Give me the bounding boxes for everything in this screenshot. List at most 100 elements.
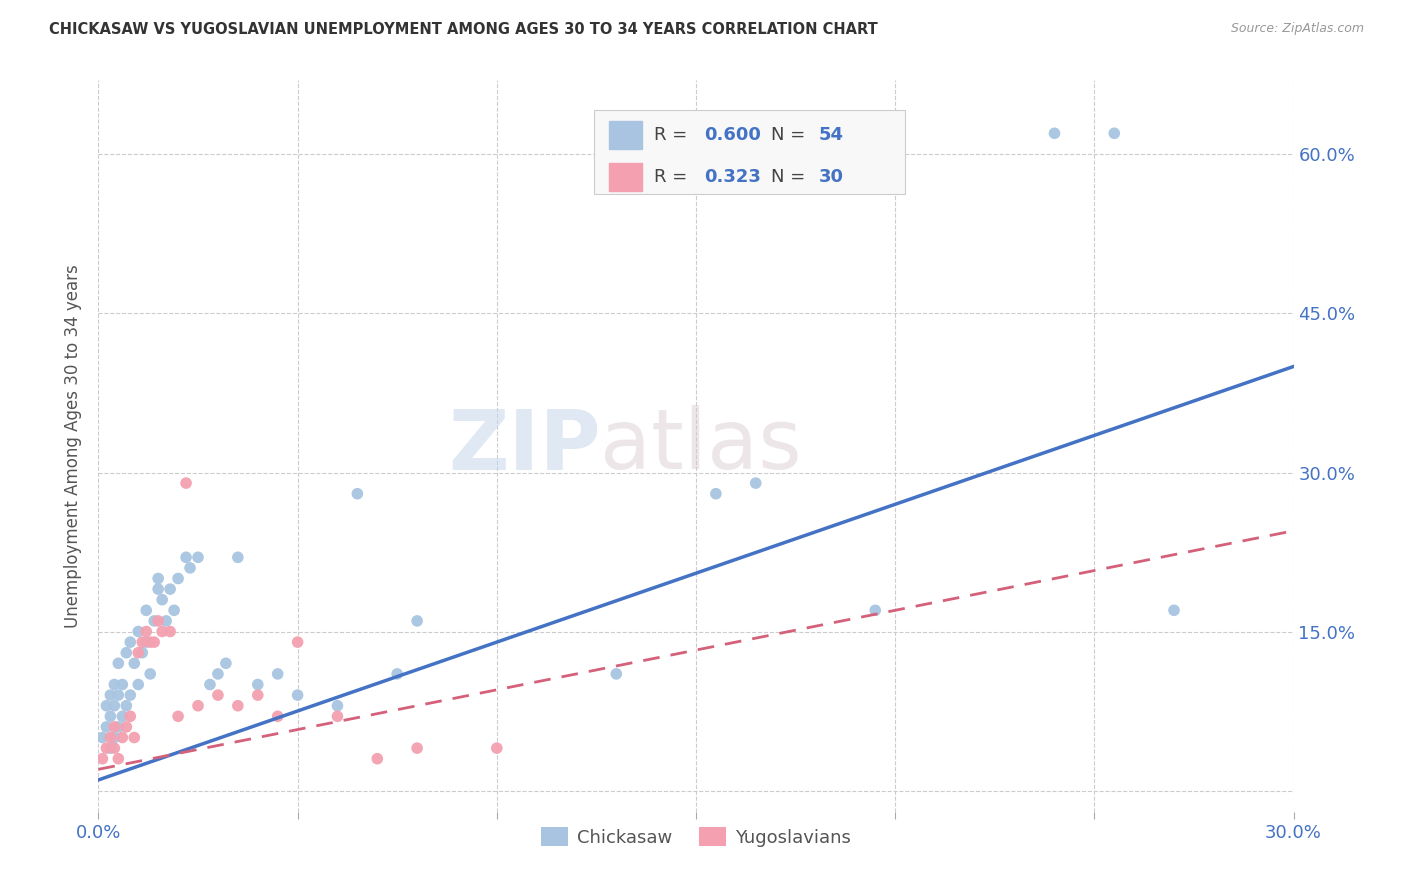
Text: 30: 30	[820, 168, 844, 186]
Point	[103, 677, 125, 691]
Point	[96, 720, 118, 734]
Point	[107, 657, 129, 671]
Point	[605, 667, 627, 681]
Text: Source: ZipAtlas.com: Source: ZipAtlas.com	[1230, 22, 1364, 36]
Point	[139, 667, 162, 681]
Point	[187, 698, 209, 713]
Text: N =: N =	[772, 126, 811, 144]
Point	[1043, 126, 1066, 140]
Point	[406, 741, 429, 756]
Point	[865, 603, 887, 617]
Point	[143, 614, 166, 628]
Point	[246, 677, 269, 691]
Point	[226, 698, 249, 713]
Point	[107, 688, 129, 702]
Text: 54: 54	[820, 126, 844, 144]
Point	[120, 635, 142, 649]
Point	[267, 709, 290, 723]
Point	[179, 561, 201, 575]
Point	[139, 635, 162, 649]
Legend: Chickasaw, Yugoslavians: Chickasaw, Yugoslavians	[533, 820, 859, 854]
Bar	[609, 163, 643, 191]
Point	[107, 752, 129, 766]
Text: atlas: atlas	[600, 406, 801, 486]
Point	[96, 741, 118, 756]
Text: CHICKASAW VS YUGOSLAVIAN UNEMPLOYMENT AMONG AGES 30 TO 34 YEARS CORRELATION CHAR: CHICKASAW VS YUGOSLAVIAN UNEMPLOYMENT AM…	[49, 22, 877, 37]
Point	[98, 731, 122, 745]
Bar	[609, 121, 643, 149]
Y-axis label: Unemployment Among Ages 30 to 34 years: Unemployment Among Ages 30 to 34 years	[65, 264, 83, 628]
Point	[96, 698, 118, 713]
Text: ZIP: ZIP	[449, 406, 600, 486]
Point	[131, 646, 153, 660]
Point	[267, 667, 290, 681]
Point	[704, 486, 727, 500]
Point	[111, 731, 134, 745]
Point	[287, 688, 309, 702]
Point	[163, 603, 186, 617]
Point	[148, 582, 170, 596]
Point	[115, 698, 138, 713]
Text: R =: R =	[654, 126, 693, 144]
Point	[246, 688, 269, 702]
Point	[745, 476, 768, 491]
Point	[91, 731, 114, 745]
Point	[111, 677, 134, 691]
Text: R =: R =	[654, 168, 693, 186]
Point	[127, 677, 149, 691]
Point	[135, 624, 157, 639]
Point	[91, 752, 114, 766]
Point	[198, 677, 221, 691]
Point	[155, 614, 177, 628]
Point	[103, 698, 125, 713]
Point	[148, 572, 170, 586]
Text: N =: N =	[772, 168, 811, 186]
Point	[485, 741, 508, 756]
Point	[187, 550, 209, 565]
Point	[226, 550, 249, 565]
Point	[167, 572, 190, 586]
Text: 0.323: 0.323	[704, 168, 761, 186]
Point	[159, 624, 181, 639]
Text: 0.600: 0.600	[704, 126, 761, 144]
Point	[115, 720, 138, 734]
Point	[326, 698, 349, 713]
Point	[103, 741, 125, 756]
Point	[346, 486, 368, 500]
Point	[127, 624, 149, 639]
Point	[143, 635, 166, 649]
Point	[366, 752, 388, 766]
Point	[174, 550, 197, 565]
Point	[174, 476, 197, 491]
Point	[124, 657, 146, 671]
Point	[287, 635, 309, 649]
Point	[1104, 126, 1126, 140]
Point	[120, 709, 142, 723]
Point	[406, 614, 429, 628]
Point	[148, 614, 170, 628]
Point	[150, 624, 173, 639]
FancyBboxPatch shape	[595, 110, 905, 194]
Point	[326, 709, 349, 723]
Point	[135, 603, 157, 617]
Point	[124, 731, 146, 745]
Point	[385, 667, 409, 681]
Point	[120, 688, 142, 702]
Point	[103, 731, 125, 745]
Point	[207, 688, 229, 702]
Point	[98, 688, 122, 702]
Point	[159, 582, 181, 596]
Point	[150, 592, 173, 607]
Point	[135, 635, 157, 649]
Point	[131, 635, 153, 649]
Point	[98, 709, 122, 723]
Point	[103, 720, 125, 734]
Point	[215, 657, 238, 671]
Point	[98, 741, 122, 756]
Point	[127, 646, 149, 660]
Point	[115, 646, 138, 660]
Point	[207, 667, 229, 681]
Point	[1163, 603, 1185, 617]
Point	[111, 709, 134, 723]
Point	[107, 720, 129, 734]
